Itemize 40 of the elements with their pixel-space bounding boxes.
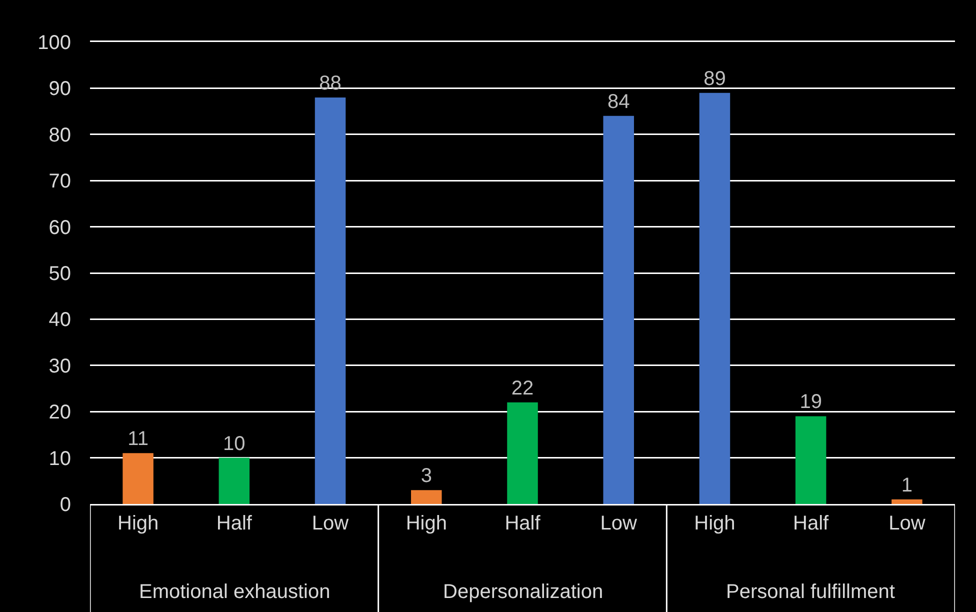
- x-tick-label: High: [117, 512, 159, 534]
- y-tick-label: 10: [48, 448, 71, 470]
- bar: [507, 402, 538, 504]
- y-tick-label: 50: [48, 263, 71, 285]
- y-tick-label: 20: [48, 402, 71, 424]
- bar: [699, 92, 730, 504]
- text: Emotional exhaustion: [139, 581, 330, 603]
- x-tick-label: Low: [888, 512, 926, 534]
- x-tick-label: High: [406, 512, 447, 534]
- y-tick-label: 90: [48, 78, 71, 100]
- bar: [411, 490, 442, 504]
- x-tick-label: Low: [312, 512, 350, 534]
- bar: [314, 97, 346, 504]
- data-label: 3: [420, 465, 432, 488]
- bar: [218, 458, 250, 504]
- x-tick-label: Low: [600, 512, 638, 534]
- text: Personal fulfillment: [726, 581, 896, 603]
- bar: [795, 416, 826, 504]
- y-tick-label: 40: [48, 309, 71, 332]
- x-tick-label: Half: [216, 512, 252, 534]
- y-tick-label: 60: [48, 216, 71, 239]
- data-label: 89: [704, 68, 726, 90]
- y-tick-label: 30: [48, 355, 71, 378]
- bar: [122, 453, 154, 504]
- bar: [603, 116, 634, 504]
- data-label: 1: [901, 474, 913, 496]
- data-label: 11: [128, 428, 148, 450]
- y-tick-label: 100: [38, 32, 71, 54]
- data-label: 10: [223, 432, 246, 455]
- data-label: 19: [800, 391, 822, 414]
- data-label: 22: [511, 377, 534, 400]
- data-label: 84: [607, 90, 630, 113]
- bar: [892, 499, 922, 504]
- y-tick-label: 0: [60, 494, 71, 516]
- y-tick-label: 70: [48, 170, 71, 193]
- y-tick-label: 80: [48, 124, 71, 146]
- x-tick-label: High: [694, 512, 736, 534]
- x-tick-label: Half: [793, 512, 830, 534]
- text: Depersonalization: [443, 581, 604, 603]
- x-tick-label: Half: [504, 512, 541, 534]
